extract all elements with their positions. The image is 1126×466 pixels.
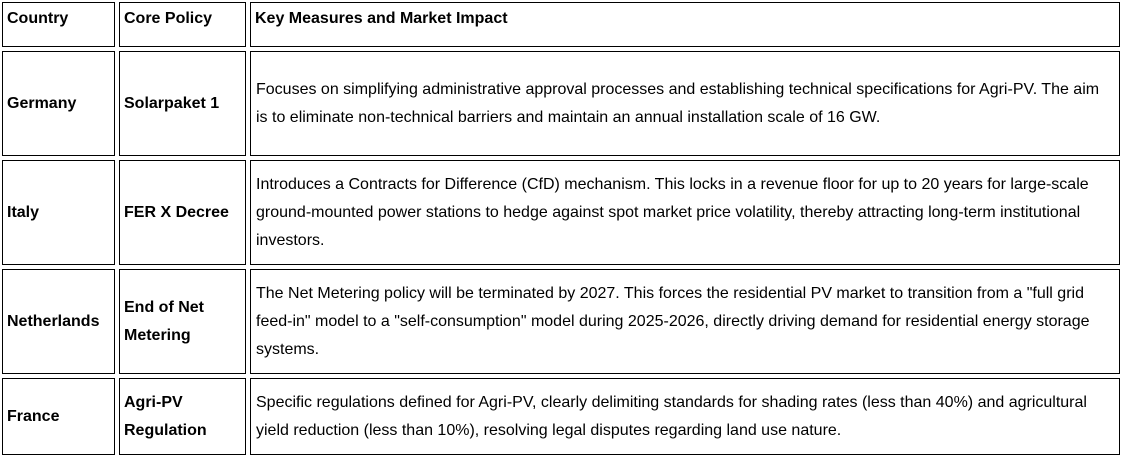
table-row: Germany Solarpaket 1 Focuses on simplifyin… xyxy=(2,51,1120,156)
country-cell: France xyxy=(2,378,115,455)
column-header-core-policy: Core Policy xyxy=(119,2,246,47)
table-row: Netherlands End of Net Metering The Net Me… xyxy=(2,269,1120,374)
country-cell: Netherlands xyxy=(2,269,115,374)
impact-cell: Specific regulations defined for Agri-PV… xyxy=(250,378,1120,455)
policy-cell: Solarpaket 1 xyxy=(119,51,246,156)
impact-cell: Focuses on simplifying administrative ap… xyxy=(250,51,1120,156)
header-row: Country Core Policy Key Measures and Mar… xyxy=(2,2,1120,47)
column-header-key-measures: Key Measures and Market Impact xyxy=(250,2,1120,47)
column-header-country: Country xyxy=(2,2,115,47)
table-row: France Agri-PV Regulation Specific regulat… xyxy=(2,378,1120,455)
country-cell: Germany xyxy=(2,51,115,156)
country-cell: Italy xyxy=(2,160,115,265)
table-row: Italy FER X Decree Introduces a Contracts … xyxy=(2,160,1120,265)
impact-cell: The Net Metering policy will be terminat… xyxy=(250,269,1120,374)
policy-cell: Agri-PV Regulation xyxy=(119,378,246,455)
impact-cell: Introduces a Contracts for Difference (C… xyxy=(250,160,1120,265)
policy-cell: FER X Decree xyxy=(119,160,246,265)
policy-cell: End of Net Metering xyxy=(119,269,246,374)
